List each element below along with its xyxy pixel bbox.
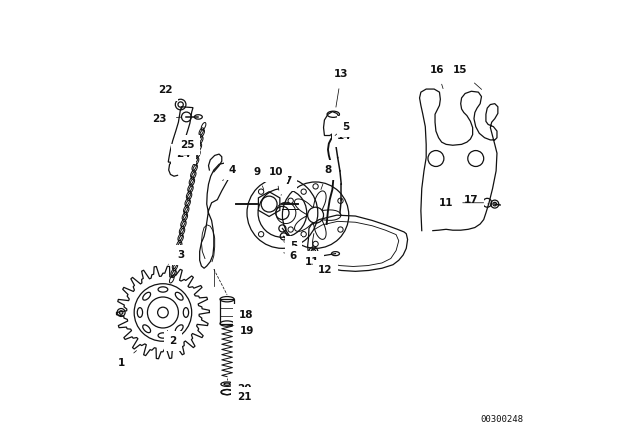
- Text: 5: 5: [335, 122, 349, 135]
- Text: 20: 20: [237, 383, 251, 394]
- Text: 12: 12: [318, 264, 333, 276]
- Text: 19: 19: [238, 326, 254, 336]
- Text: 00300248: 00300248: [481, 415, 524, 424]
- Text: 6: 6: [284, 251, 297, 261]
- Text: 13: 13: [334, 69, 349, 107]
- Text: 9: 9: [253, 167, 264, 190]
- Text: 7: 7: [281, 176, 292, 195]
- Text: 5: 5: [284, 241, 297, 251]
- Text: 1: 1: [118, 351, 136, 368]
- Text: 15: 15: [452, 65, 482, 90]
- Text: 11: 11: [305, 255, 319, 267]
- Text: 22: 22: [158, 86, 179, 99]
- Text: 14: 14: [337, 131, 351, 142]
- Text: 25: 25: [180, 140, 195, 150]
- Text: 16: 16: [430, 65, 445, 89]
- Text: 18: 18: [237, 310, 253, 320]
- Text: 3: 3: [168, 250, 184, 264]
- Text: 17: 17: [464, 195, 489, 205]
- Text: 21: 21: [237, 392, 251, 402]
- Text: 10: 10: [269, 167, 283, 190]
- Text: 23: 23: [152, 114, 181, 124]
- Text: 8: 8: [321, 165, 332, 190]
- Text: 11: 11: [439, 198, 484, 208]
- Text: 24: 24: [177, 149, 191, 159]
- Text: 2: 2: [167, 331, 177, 346]
- Text: 4: 4: [223, 165, 236, 181]
